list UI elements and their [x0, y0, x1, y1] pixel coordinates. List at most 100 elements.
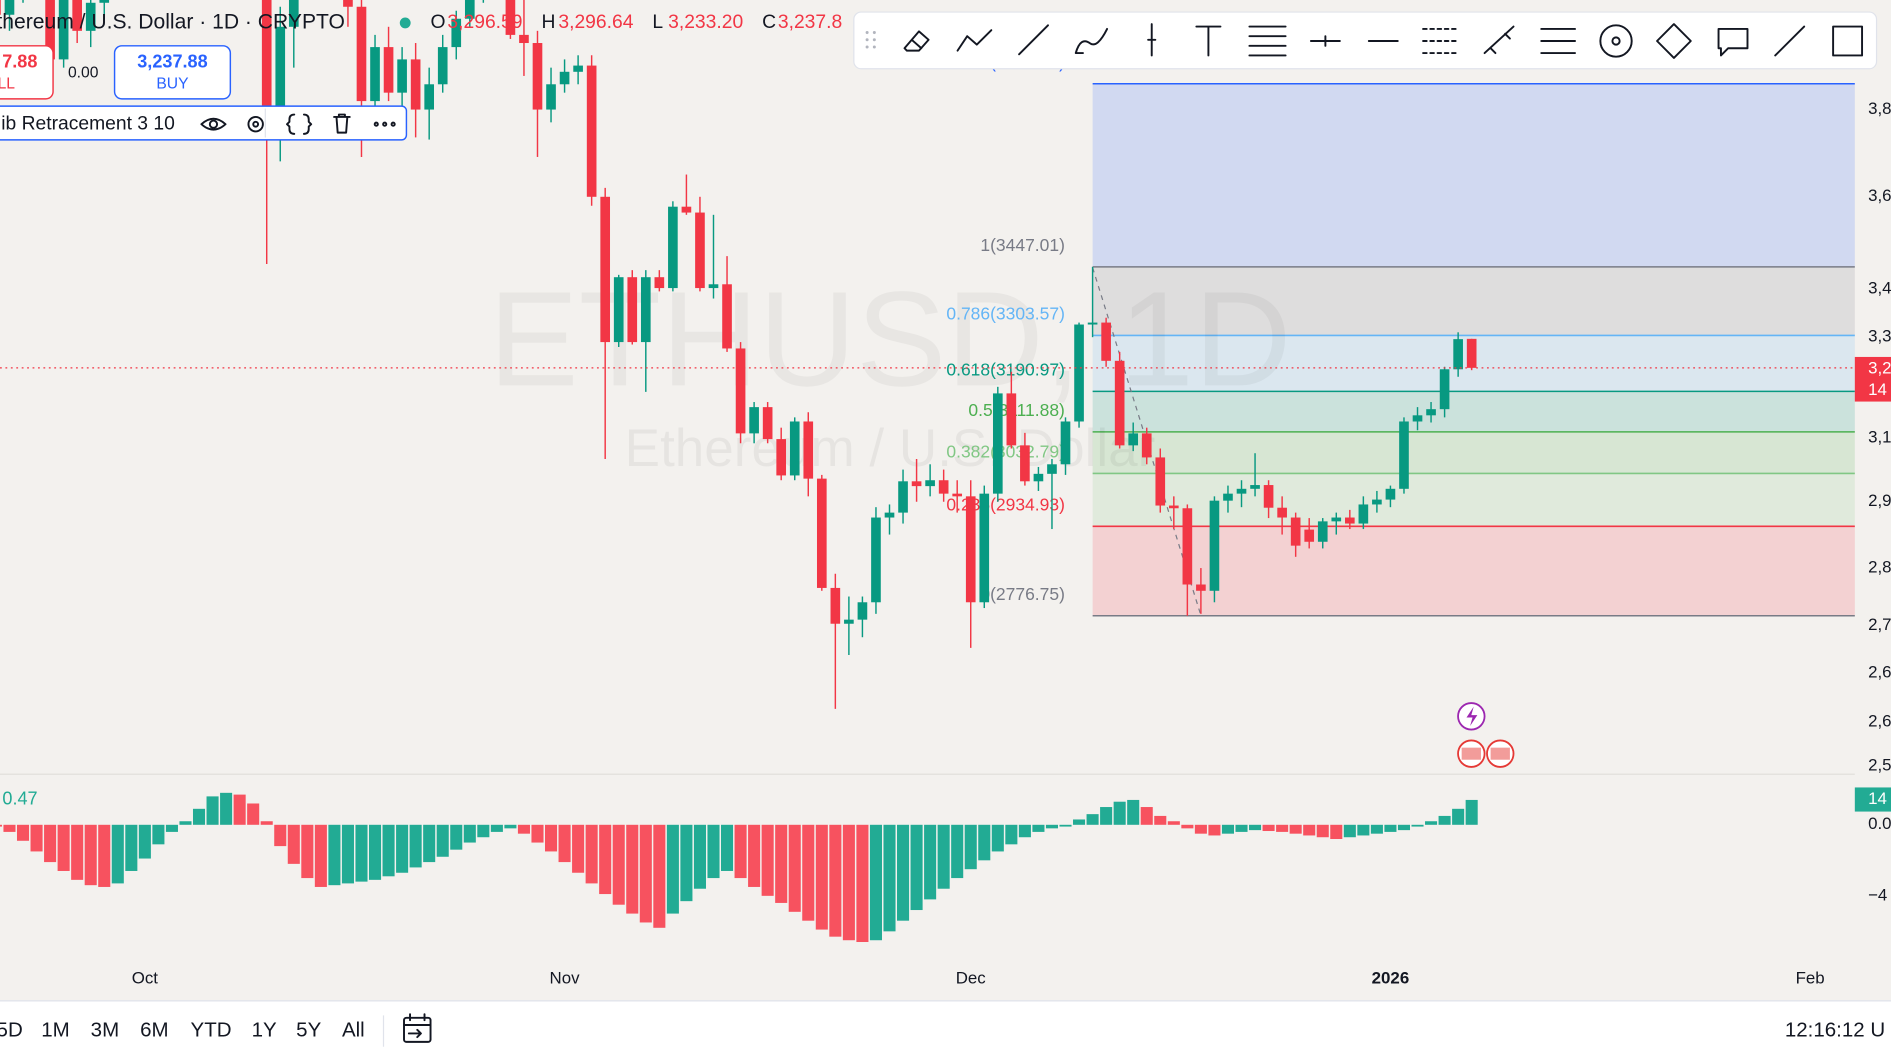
price-badge-price: 3,2: [1868, 358, 1891, 377]
histogram-bar: [1289, 824, 1302, 834]
trendline-tool[interactable]: [1018, 24, 1049, 56]
candle-body: [288, 0, 299, 27]
trash-icon[interactable]: [333, 113, 351, 134]
more-dot[interactable]: [373, 121, 379, 127]
histogram-bar: [1221, 824, 1235, 834]
histogram-bar: [639, 824, 652, 923]
range-button[interactable]: 6M: [140, 1018, 168, 1041]
fib-tool[interactable]: [1248, 25, 1287, 57]
rectangle-tool[interactable]: [1832, 25, 1864, 57]
time-tick-label: Nov: [550, 969, 581, 988]
path-tool[interactable]: [956, 29, 993, 52]
candle-body: [370, 47, 380, 102]
drawing-name[interactable]: ib Retracement 3 10: [1, 113, 175, 134]
text-tool[interactable]: [1195, 25, 1222, 57]
histogram-bar: [626, 824, 639, 914]
price-tick-label: 2,6: [1868, 711, 1891, 730]
histogram-bar: [504, 824, 517, 829]
histogram-bar: [1330, 824, 1343, 840]
settings-icon[interactable]: [247, 116, 264, 133]
histogram-bar: [734, 824, 747, 879]
more-dot: [390, 121, 396, 127]
price-tick-label: 3,6: [1868, 186, 1891, 205]
candle-body: [803, 421, 814, 479]
range-button[interactable]: 5Y: [296, 1018, 321, 1041]
price-badge: [1854, 356, 1891, 402]
range-button[interactable]: YTD: [191, 1018, 232, 1041]
brush-tool[interactable]: [1074, 27, 1109, 55]
sell-button[interactable]: [0, 45, 54, 100]
circle-tool[interactable]: [1599, 24, 1633, 58]
histogram-bar: [951, 824, 964, 879]
histogram-bar: [748, 824, 761, 887]
candle-body: [600, 196, 611, 343]
candle-body: [1344, 517, 1355, 524]
sell-label: LL: [0, 76, 15, 93]
histogram-bar: [545, 824, 558, 852]
buy-label: BUY: [156, 76, 189, 93]
buy-button[interactable]: [113, 45, 232, 100]
histogram-bar: [1208, 824, 1221, 836]
range-button[interactable]: 3M: [91, 1018, 119, 1041]
pitchfork-tool[interactable]: [1540, 27, 1576, 55]
candle-body: [1263, 485, 1274, 508]
histogram-bar: [490, 824, 503, 832]
range-button[interactable]: 1Y: [252, 1018, 277, 1041]
candle-body: [925, 480, 935, 487]
goto-date[interactable]: [403, 1013, 432, 1043]
fib-zone: [1092, 83, 1855, 267]
range-button[interactable]: 5D: [0, 1018, 23, 1041]
osc-tick-label: −4: [1868, 885, 1887, 904]
candle-body: [546, 84, 556, 110]
eye-icon[interactable]: [200, 117, 227, 131]
candle-body: [911, 481, 922, 487]
histogram-bar: [274, 824, 287, 847]
range-button[interactable]: All: [342, 1018, 365, 1041]
osc-tick-label: 0.0: [1868, 814, 1891, 833]
osc-badge-value: 14: [1868, 789, 1887, 808]
clock[interactable]: 12:16:12 U: [1785, 1018, 1885, 1041]
ray-tool[interactable]: [1774, 25, 1806, 57]
histogram-bar: [220, 792, 233, 825]
histogram-bar: [924, 824, 937, 900]
histogram-bar: [355, 824, 368, 882]
histogram-bar: [1113, 801, 1126, 825]
eraser-tool[interactable]: [903, 30, 930, 52]
histogram-bar: [572, 824, 585, 873]
candle-body: [72, 0, 82, 31]
oscillator: [0, 792, 1478, 943]
histogram-bar: [707, 824, 720, 879]
candle-body: [898, 481, 908, 513]
toolbar-icons: [865, 23, 1864, 59]
parallel-channel-tool[interactable]: [1422, 27, 1458, 55]
ohlc-key: L: [652, 12, 663, 33]
vertical-line-tool[interactable]: [1147, 23, 1157, 57]
candle-body: [1358, 504, 1369, 524]
histogram-bar: [829, 824, 842, 937]
rotated-rect-tool[interactable]: [1656, 23, 1692, 59]
histogram-bar: [761, 824, 774, 896]
range-button[interactable]: 1M: [41, 1018, 69, 1041]
histogram-bar: [1154, 815, 1167, 825]
drag-handle[interactable]: [865, 31, 876, 49]
histogram-bar: [152, 824, 165, 845]
horizontal-ray-tool[interactable]: [1309, 35, 1341, 47]
histogram-bar: [1357, 824, 1370, 836]
bottom-bar: [0, 1000, 1891, 1063]
histogram-bar: [991, 824, 1004, 852]
candle-body: [437, 47, 448, 85]
range-buttons: 5D 1M 3M 6M YTD 1Y 5Y All: [0, 1018, 365, 1041]
candle-body: [857, 602, 868, 620]
histogram-bar: [842, 824, 855, 941]
histogram-bar: [1032, 824, 1045, 832]
callout-tool[interactable]: [1717, 27, 1749, 57]
info-line-tool[interactable]: [1483, 25, 1515, 55]
symbol-title[interactable]: thereum / U.S. Dollar · 1D · CRYPTO: [0, 10, 345, 33]
histogram-bar: [1127, 799, 1140, 825]
candle-body: [1466, 338, 1477, 368]
histogram-bar: [585, 824, 598, 884]
histogram-bar: [788, 824, 801, 912]
fib-level-label: 0.236(2934.93): [946, 494, 1065, 514]
candle-body: [505, 0, 516, 35]
code-icon[interactable]: [286, 113, 313, 135]
